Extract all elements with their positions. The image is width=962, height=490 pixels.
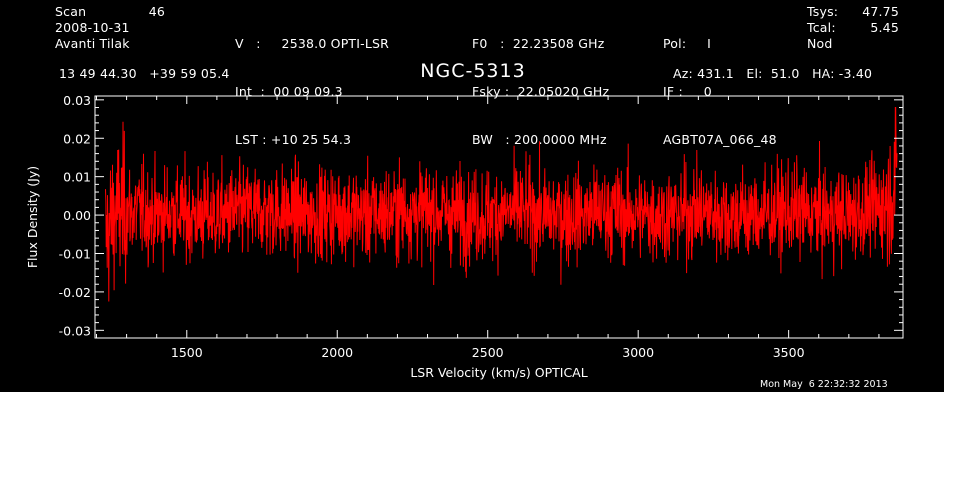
plot-window: Scan 46 2008-10-31 Avanti Tilak V : 2538… [0,0,944,392]
x-tick-label: 1500 [171,345,203,360]
y-tick-label: -0.02 [59,285,91,300]
x-tick-label: 2000 [321,345,353,360]
y-tick-label: 0.01 [63,170,91,185]
x-axis-label: LSR Velocity (km/s) OPTICAL [410,365,587,380]
y-tick-label: 0.02 [63,131,91,146]
frequency-info: F0 : 22.23508 GHz Fsky : 22.05020 GHz BW… [472,4,609,180]
integration-line: Int : 00 09 09.3 [235,84,343,99]
bandwidth-line: BW : 200.0000 MHz [472,132,607,147]
obs-date: 2008-10-31 [55,20,130,35]
observing-mode: Nod [807,36,833,51]
source-name: NGC-5313 [420,60,526,82]
rest-frequency-line: F0 : 22.23508 GHz [472,36,605,51]
tsys-label: Tsys: [807,4,839,19]
y-tick-label: 0.00 [63,208,91,223]
tcal-label: Tcal: [807,20,836,35]
x-tick-label: 3500 [773,345,805,360]
project-id: AGBT07A_066_48 [663,132,777,147]
y-tick-label: 0.03 [63,93,91,108]
spectrum-trace [105,107,898,302]
spectrum-chart: 1500 2000 2500 3000 3500 -0.03 -0.02 -0.01 0.00 0… [25,93,904,380]
y-tick-label: -0.01 [59,246,91,261]
tsys-value: 47.75 [862,4,899,19]
scan-info: Scan 46 2008-10-31 Avanti Tilak [55,4,175,52]
scan-value: 46 [148,4,165,19]
az-el-ha: Az: 431.1 El: 51.0 HA: -3.40 [673,66,873,81]
lst-line: LST : +10 25 54.3 [235,132,352,147]
observer-name: Avanti Tilak [55,36,130,51]
tcal-value: 5.45 [870,20,899,35]
velocity-info: V : 2538.0 OPTI-LSR Int : 00 09 09.3 LST… [235,4,389,180]
system-temp-info: Tsys: 47.75 Tcal: 5.45 Nod [807,4,907,52]
y-tick-label: -0.03 [59,323,91,338]
receiver-info: Pol: I IF : 0 AGBT07A_066_48 [663,4,777,180]
polarization-line: Pol: I [663,36,711,51]
source-coordinates: 13 49 44.30 +39 59 05.4 [59,66,230,81]
plot-timestamp: Mon May 6 22:32:32 2013 [760,379,888,390]
sky-frequency-line: Fsky : 22.05020 GHz [472,84,610,99]
plot-frame [94,95,904,339]
y-axis-label: Flux Density (Jy) [25,166,40,268]
scan-label: Scan [55,4,87,19]
velocity-line: V : 2538.0 OPTI-LSR [235,36,390,51]
x-tick-label: 2500 [472,345,504,360]
x-tick-label: 3000 [622,345,654,360]
if-line: IF : 0 [663,84,712,99]
